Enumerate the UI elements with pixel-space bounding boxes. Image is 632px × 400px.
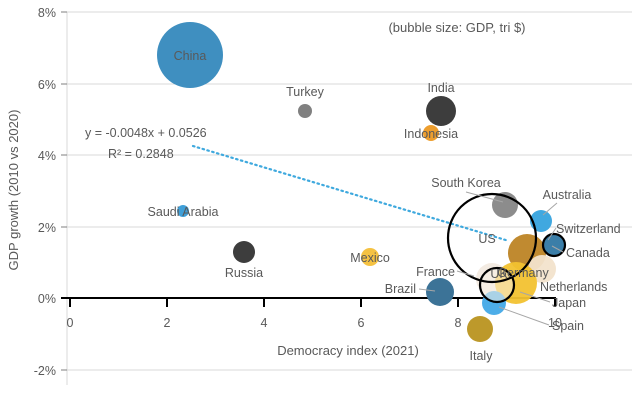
bubble-indonesia[interactable] bbox=[423, 125, 439, 141]
leader-south-korea bbox=[465, 191, 504, 203]
ytick-label-8pct: 8% bbox=[38, 6, 56, 20]
bubble-uk-outline bbox=[478, 266, 516, 304]
bubble-labels: China Turkey India Indonesia Saudi Arabi… bbox=[148, 49, 621, 363]
label-india: India bbox=[427, 81, 454, 95]
leader-switzerland bbox=[547, 227, 557, 241]
label-france: France bbox=[416, 265, 455, 279]
bubble-russia[interactable] bbox=[233, 241, 255, 263]
label-japan: Japan bbox=[552, 296, 586, 310]
label-brazil: Brazil bbox=[385, 282, 416, 296]
bubble-canada-outline bbox=[541, 232, 567, 258]
x-axis-title: Democracy index (2021) bbox=[277, 343, 419, 358]
leader-france bbox=[456, 270, 475, 277]
xtick-label-0: 0 bbox=[67, 316, 74, 330]
bubble-us[interactable] bbox=[446, 192, 538, 284]
label-uk: UK bbox=[490, 267, 508, 281]
label-spain: Spain bbox=[552, 319, 584, 333]
label-netherlands: Netherlands bbox=[540, 280, 607, 294]
label-indonesia: Indonesia bbox=[404, 127, 458, 141]
leader-canada bbox=[551, 245, 564, 253]
label-south-korea: South Korea bbox=[431, 176, 501, 190]
bubble-saudi-arabia[interactable] bbox=[177, 205, 189, 217]
leader-spain bbox=[498, 306, 550, 326]
bubble-brazil[interactable] bbox=[426, 278, 454, 306]
leader-australia bbox=[542, 202, 558, 216]
xtick-label-4: 4 bbox=[261, 316, 268, 330]
label-russia: Russia bbox=[225, 266, 263, 280]
xtick-label-2: 2 bbox=[164, 316, 171, 330]
x-axis-ticks bbox=[68, 298, 557, 307]
xtick-label-10: 10 bbox=[548, 316, 562, 330]
xtick-label-8: 8 bbox=[455, 316, 462, 330]
label-switzerland: Switzerland bbox=[556, 222, 621, 236]
bubble-turkey[interactable] bbox=[298, 104, 312, 118]
ytick-label-2pct: 2% bbox=[38, 221, 56, 235]
label-germany: Germany bbox=[497, 266, 549, 280]
label-australia: Australia bbox=[543, 188, 592, 202]
bubbles-layer bbox=[157, 22, 567, 342]
bubble-italy[interactable] bbox=[467, 316, 493, 342]
label-china: China bbox=[174, 49, 207, 63]
bubble-uk[interactable] bbox=[480, 268, 514, 302]
label-italy: Italy bbox=[470, 349, 494, 363]
bubble-size-note: (bubble size: GDP, tri $) bbox=[388, 20, 525, 35]
label-canada: Canada bbox=[566, 246, 610, 260]
trendline bbox=[191, 144, 511, 243]
xtick-label-6: 6 bbox=[358, 316, 365, 330]
label-us: US bbox=[478, 232, 495, 246]
label-saudi-arabia: Saudi Arabia bbox=[148, 205, 219, 219]
ytick-label-6pct: 6% bbox=[38, 78, 56, 92]
bubble-china[interactable] bbox=[157, 22, 223, 88]
leader-japan bbox=[519, 291, 551, 303]
ytick-label-0pct: 0% bbox=[38, 292, 56, 306]
x-axis-tick-labels: 0 2 4 6 8 10 bbox=[67, 316, 562, 330]
y-axis-ticks bbox=[61, 11, 67, 371]
label-mexico: Mexico bbox=[350, 251, 390, 265]
ytick-label-4pct: 4% bbox=[38, 149, 56, 163]
ytick-label-neg2pct: -2% bbox=[34, 364, 56, 378]
leader-brazil bbox=[418, 288, 436, 292]
leader-lines bbox=[418, 191, 564, 326]
label-turkey: Turkey bbox=[286, 85, 324, 99]
trendline-group: y = -0.0048x + 0.0526 R² = 0.2848 bbox=[85, 126, 511, 243]
gridlines bbox=[66, 11, 632, 385]
bubble-india[interactable] bbox=[426, 96, 456, 126]
bubble-mexico[interactable] bbox=[361, 248, 379, 266]
trendline-equation: y = -0.0048x + 0.0526 bbox=[85, 126, 207, 140]
y-axis-title: GDP growth (2010 vs 2020) bbox=[6, 110, 21, 271]
trendline-r2: R² = 0.2848 bbox=[108, 147, 174, 161]
y-axis-tick-labels: 8% 6% 4% 2% 0% -2% bbox=[34, 6, 56, 378]
